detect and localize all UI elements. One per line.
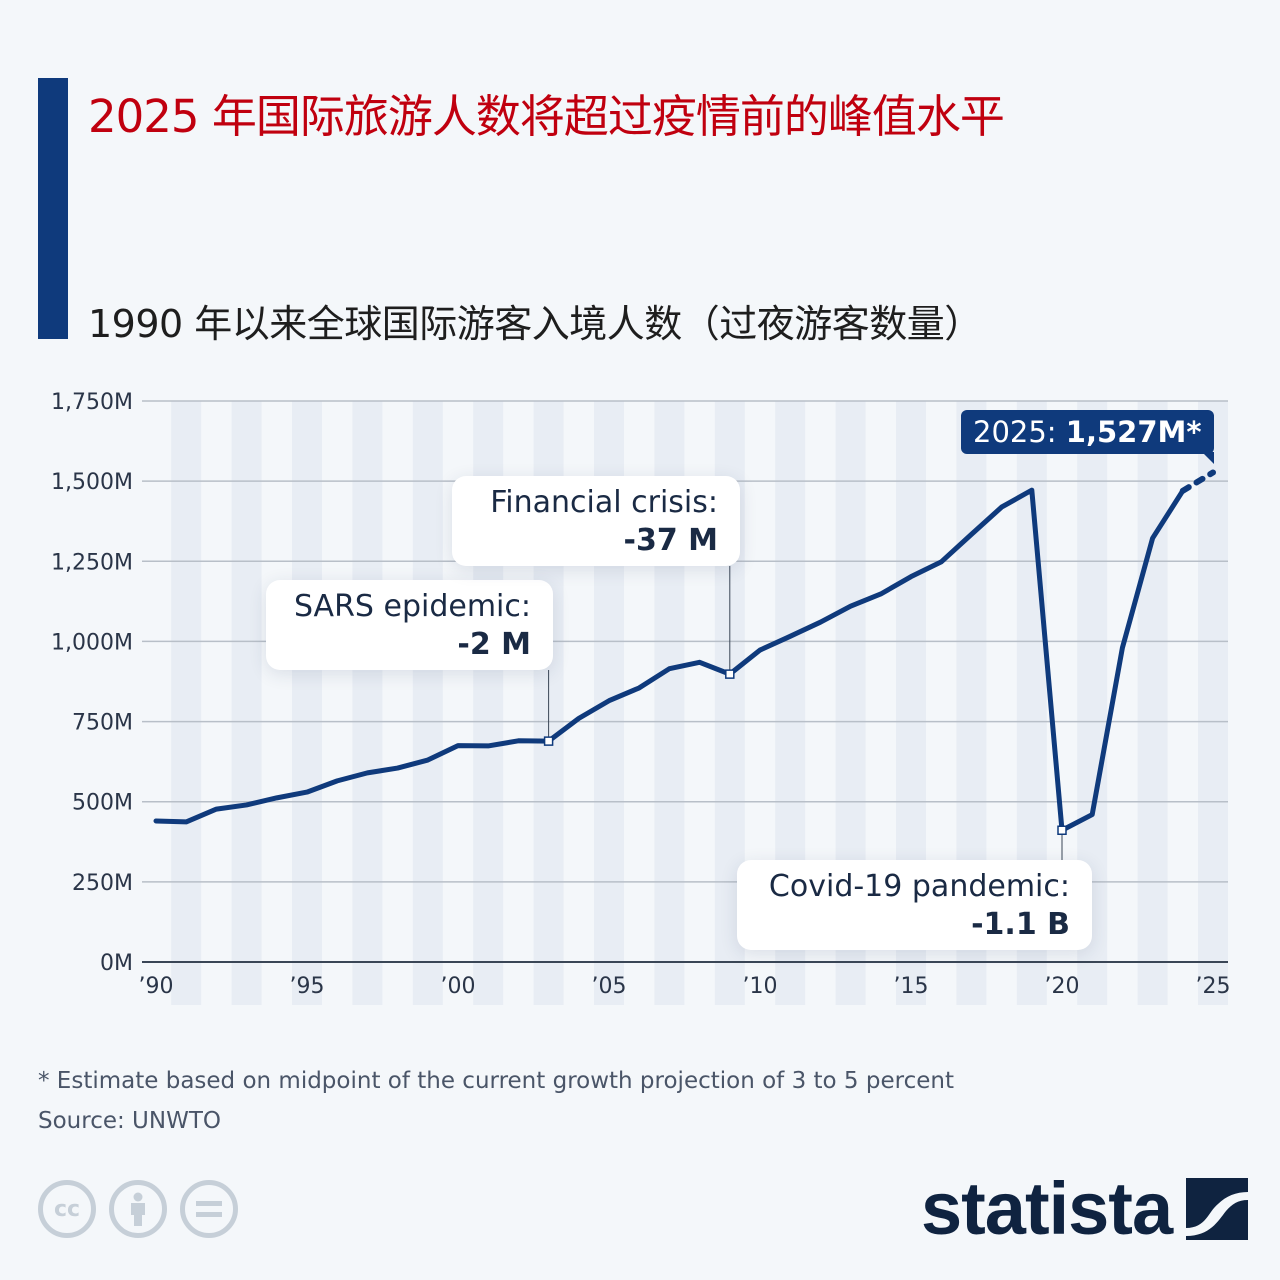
y-tick-label: 0M	[100, 951, 133, 976]
year-band	[1137, 401, 1168, 1005]
x-tick-label: ’05	[592, 974, 627, 999]
badge-pointer	[1201, 452, 1214, 464]
no-derivatives-icon[interactable]	[180, 1180, 238, 1238]
callout-sars-label: SARS epidemic:	[293, 589, 531, 624]
statista-logo[interactable]: statista	[921, 1167, 1249, 1250]
chart-title: 2025 年国际旅游人数将超过疫情前的峰值水平	[88, 90, 1005, 143]
x-tick-label: ’00	[441, 974, 476, 999]
year-band	[292, 401, 322, 1005]
y-tick-label: 500M	[72, 791, 133, 816]
statista-mark-icon	[1186, 1178, 1249, 1240]
y-tick-label: 750M	[72, 711, 133, 736]
footnote: * Estimate based on midpoint of the curr…	[38, 1068, 954, 1094]
x-tick-label: ’95	[290, 974, 325, 999]
callout-covid-value: -1.1 B	[971, 907, 1070, 942]
callout-leader-lines	[548, 566, 1063, 860]
y-tick-label: 1,750M	[51, 390, 133, 415]
year-band	[231, 401, 262, 1005]
chart-subtitle: 1990 年以来全球国际游客入境人数（过夜游客数量）	[88, 302, 982, 346]
year-band	[412, 401, 443, 1005]
callout-sars: SARS epidemic: -2 M	[266, 580, 553, 670]
projection-line	[1179, 469, 1216, 494]
projection-asterisk: *	[1186, 415, 1202, 449]
y-tick-label: 1,250M	[51, 550, 133, 575]
x-tick-label: ’25	[1196, 974, 1231, 999]
y-tick-label: 250M	[72, 871, 133, 896]
y-tick-label: 1,000M	[51, 630, 133, 655]
y-axis-labels: 0M 250M 500M 750M 1,000M 1,250M 1,500M 1,750M	[51, 390, 133, 976]
year-band	[171, 401, 202, 1005]
callout-financial-value: -37 M	[623, 523, 719, 558]
event-marker	[543, 736, 554, 746]
license-icons: cc	[38, 1180, 238, 1238]
event-marker	[1057, 825, 1067, 835]
callout-covid-label: Covid-19 pandemic:	[768, 869, 1070, 904]
data-line	[153, 487, 1186, 833]
callout-covid: Covid-19 pandemic: -1.1 B	[737, 860, 1092, 950]
year-band	[352, 401, 383, 1005]
cc-icon[interactable]: cc	[38, 1180, 96, 1238]
x-tick-label: ’90	[139, 974, 174, 999]
event-marker	[725, 669, 735, 679]
accent-bar	[38, 78, 68, 339]
attribution-icon[interactable]	[109, 1180, 167, 1238]
event-markers	[543, 669, 1067, 835]
y-tick-label: 1,500M	[51, 470, 133, 495]
callout-financial-crisis: Financial crisis: -37 M	[452, 476, 740, 566]
x-axis-labels: ’90 ’95 ’00 ’05 ’10 ’15 ’20 ’25	[139, 974, 1231, 999]
x-tick-label: ’10	[743, 974, 778, 999]
statista-wordmark: statista	[921, 1167, 1173, 1250]
projection-year: 2025:	[973, 415, 1057, 449]
x-tick-label: ’15	[894, 974, 929, 999]
projection-value: 1,527M	[1065, 415, 1187, 449]
year-band	[1198, 401, 1228, 1005]
callout-sars-value: -2 M	[457, 627, 531, 662]
x-tick-label: ’20	[1045, 974, 1080, 999]
projection-badge: 2025: 1,527M*	[961, 410, 1214, 464]
callout-financial-label: Financial crisis:	[490, 485, 718, 520]
source-label: Source: UNWTO	[38, 1108, 221, 1134]
